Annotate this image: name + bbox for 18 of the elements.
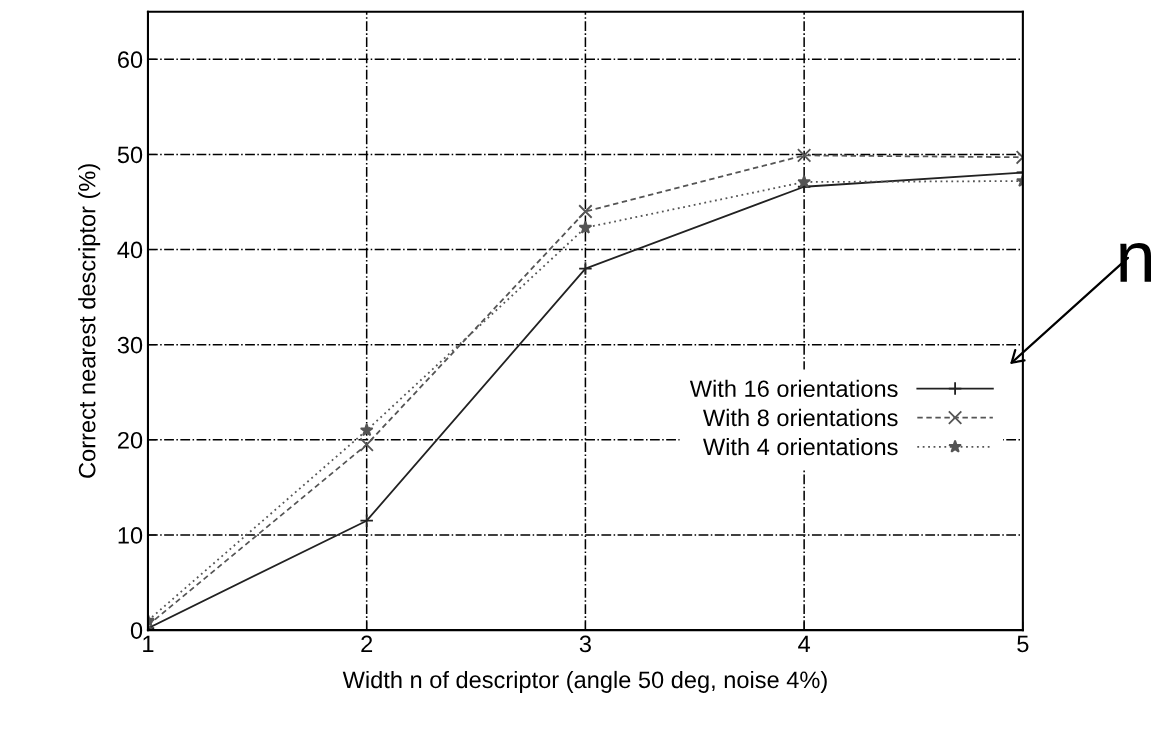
legend-label: With 8 orientations [703, 408, 898, 427]
y-tick-label: 0 [130, 622, 143, 639]
x-axis-title: Width n of descriptor (angle 50 deg, noise 4%) [342, 670, 827, 693]
y-tick-label: 20 [118, 431, 143, 449]
x-tick-label: 3 [579, 635, 591, 653]
x-tick-label: 4 [798, 635, 811, 653]
y-tick-label: 50 [117, 146, 143, 164]
y-tick-label: 60 [118, 51, 143, 69]
x-tick-label: 2 [361, 635, 373, 653]
y-tick-label: 40 [117, 241, 143, 259]
x-tick-label: 1 [143, 635, 154, 653]
x-tick-label: 5 [1017, 635, 1029, 653]
text: n [1120, 242, 1151, 282]
legend-label: With 16 orientations [689, 379, 898, 398]
legend-label: With 4 orientations [703, 437, 898, 456]
y-tick-label: 30 [117, 336, 143, 354]
y-tick-label: 10 [118, 527, 143, 544]
y-axis-title: Correct nearest descriptor (%) [78, 164, 101, 478]
